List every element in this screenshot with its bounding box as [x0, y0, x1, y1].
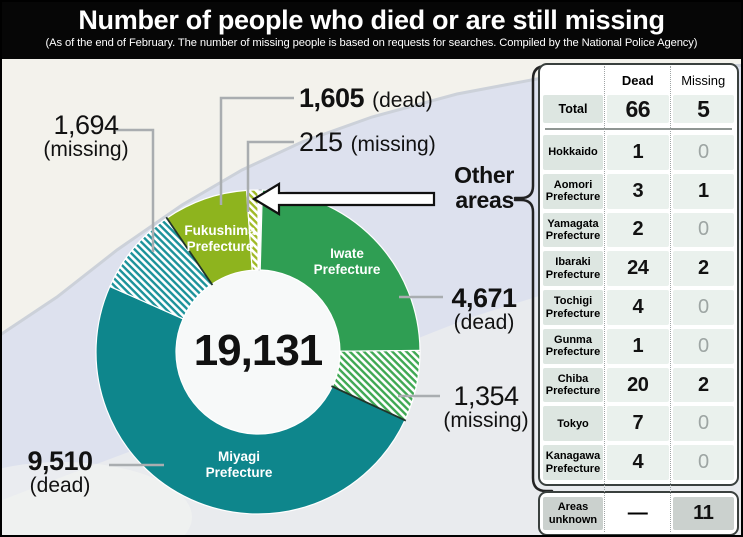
callout-miyagi-dead: 9,510 (dead): [10, 447, 110, 497]
page-subtitle: (As of the end of February. The number o…: [45, 37, 698, 49]
table-row: Kanagawa Prefecture 4 0: [543, 445, 734, 481]
callout-iwate-missing: 1,354 (missing): [436, 382, 536, 432]
row-missing-value: 0: [672, 445, 734, 481]
table-row: Chiba Prefecture 20 2: [543, 367, 734, 403]
map-highlight: [2, 462, 192, 535]
callout-iwate-dead: 4,671 (dead): [440, 284, 528, 334]
row-dead-value: 4: [607, 445, 669, 481]
callout-number: 4,671: [451, 283, 517, 313]
row-dead-value: 1: [607, 328, 669, 364]
row-label: Yamagata Prefecture: [543, 212, 603, 248]
areas-unknown-dead-value: —: [607, 497, 669, 530]
total-dead-value: 66: [607, 95, 669, 123]
callout-number: 215: [299, 127, 343, 157]
segment-label-iwate: Iwate Prefecture: [313, 246, 381, 277]
row-missing-value: 0: [672, 328, 734, 364]
row-missing-value: 0: [672, 290, 734, 325]
row-dead-value: 2: [607, 212, 669, 248]
callout-fukushima-missing: 215 (missing): [299, 127, 436, 157]
prefecture-table: Dead Missing Total 66 5 Hokkaido 1 0 Aomori…: [538, 63, 739, 486]
callout-suffix: (missing): [443, 409, 529, 433]
table-row: Tochigi Prefecture 4 0: [543, 290, 734, 325]
donut-segment-iwate-prefecture-dead: [259, 189, 421, 352]
segment-dividers: [165, 216, 407, 422]
callout-number: 9,510: [27, 446, 93, 476]
total-label: Total: [543, 95, 603, 123]
segment-label-miyagi: Miyagi Prefecture: [205, 449, 273, 480]
row-dead-value: 24: [607, 251, 669, 287]
row-label: Gunma Prefecture: [543, 328, 603, 364]
total-missing-value: 5: [672, 95, 734, 123]
callout-suffix: (dead): [29, 474, 91, 498]
row-label: Chiba Prefecture: [543, 367, 603, 403]
callout-suffix: (missing): [43, 138, 129, 162]
callout-line: areas: [455, 186, 514, 213]
table-row: Ibaraki Prefecture 24 2: [543, 251, 734, 287]
table-row: Tokyo 7 0: [543, 406, 734, 442]
header-spacer: [543, 69, 603, 91]
row-label: Hokkaido: [543, 135, 603, 170]
leader-fukushima-dead: [219, 96, 294, 205]
bracket-lower: [513, 198, 554, 493]
row-label: Tochigi Prefecture: [543, 290, 603, 325]
leader-miyagi-missing: [116, 128, 155, 252]
donut-segments: [95, 189, 421, 515]
table-row: Yamagata Prefecture 2 0: [543, 212, 734, 248]
table-rows: Hokkaido 1 0 Aomori Prefecture 3 1 Yamagata Pr…: [543, 135, 734, 481]
row-label: Ibaraki Prefecture: [543, 251, 603, 287]
row-label: Aomori Prefecture: [543, 173, 603, 209]
donut-segment-miyagi-prefecture-dead: [95, 285, 406, 515]
row-missing-value: 0: [672, 135, 734, 170]
segment-label-fukushima: Fukushima Prefecture: [184, 223, 256, 254]
table-row: Hokkaido 1 0: [543, 135, 734, 170]
callout-line: Other: [454, 162, 514, 188]
donut-center-total: 19,131: [193, 326, 324, 375]
callout-fukushima-dead: 1,605 (dead): [299, 83, 433, 113]
header-dead: Dead: [621, 72, 654, 88]
row-dead-value: 3: [607, 173, 669, 209]
callout-number: 1,605: [299, 83, 365, 113]
title-bar: Number of people who died or are still m…: [2, 2, 741, 59]
page-title: Number of people who died or are still m…: [78, 5, 665, 35]
callout-miyagi-missing: 1,694 (missing): [30, 111, 142, 161]
dotted-divider-dead: [604, 66, 605, 532]
donut-hole: [175, 269, 341, 435]
total-separator: [545, 128, 732, 130]
row-missing-value: 0: [672, 406, 734, 442]
callout-suffix: (dead): [453, 311, 515, 335]
row-missing-value: 2: [672, 251, 734, 287]
callout-suffix: (dead): [372, 89, 433, 112]
areas-unknown-label: Areas unknown: [543, 497, 603, 530]
row-dead-value: 4: [607, 290, 669, 325]
callout-suffix: (missing): [350, 133, 436, 156]
row-dead-value: 20: [607, 367, 669, 403]
callout-other-areas: Other areas: [422, 163, 514, 213]
dotted-divider-missing: [670, 66, 671, 532]
areas-unknown-missing-value: 11: [672, 497, 734, 530]
leader-lines: [109, 96, 443, 467]
table-row: Gunma Prefecture 1 0: [543, 328, 734, 364]
row-missing-value: 1: [672, 173, 734, 209]
row-missing-value: 0: [672, 212, 734, 248]
segment-divider: [165, 216, 214, 286]
table-header-row: Dead Missing: [543, 69, 734, 91]
areas-unknown-panel: Areas unknown — 11: [538, 491, 739, 535]
row-label: Tokyo: [543, 406, 603, 442]
callout-number: 1,354: [453, 381, 519, 411]
row-dead-value: 1: [607, 135, 669, 170]
callout-number: 1,694: [53, 110, 119, 140]
table-row: Aomori Prefecture 3 1: [543, 173, 734, 209]
areas-unknown-row: Areas unknown — 11: [543, 497, 734, 530]
leader-fukushima-missing: [246, 140, 294, 212]
other-areas-arrow-icon: [251, 182, 436, 216]
header-missing: Missing: [681, 72, 726, 88]
row-label: Kanagawa Prefecture: [543, 445, 603, 481]
donut-segment-fukushima-prefecture-missing: [245, 189, 259, 271]
row-missing-value: 2: [672, 367, 734, 403]
table-total-row: Total 66 5: [543, 95, 734, 123]
segment-divider: [331, 385, 407, 422]
row-dead-value: 7: [607, 406, 669, 442]
